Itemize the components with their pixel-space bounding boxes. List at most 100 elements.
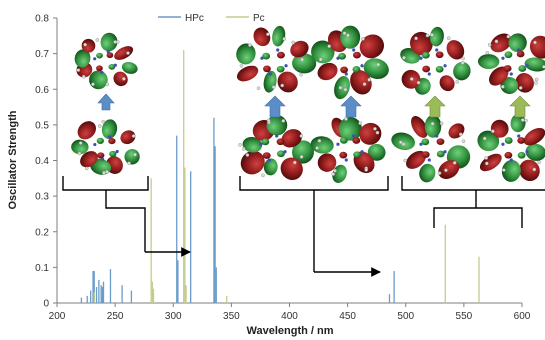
orbital-lobe	[503, 65, 512, 72]
atom-h	[101, 119, 106, 124]
atom-h	[455, 80, 460, 84]
orbital-lobe	[242, 137, 263, 153]
orbital-lobe	[435, 65, 444, 73]
atom-n	[419, 56, 423, 60]
atom-h	[446, 36, 451, 41]
orbital-lobe	[277, 150, 285, 158]
orbital-lobe	[519, 159, 540, 182]
orbital-lobe	[419, 163, 436, 183]
orbital-pc-homo-2	[477, 113, 545, 182]
atom-h	[344, 117, 348, 121]
atom-h	[318, 57, 323, 62]
bracket-pc-right-bottom	[433, 207, 523, 228]
orbital-lobe	[253, 27, 271, 47]
orbital-lobe	[490, 119, 509, 138]
x-tick-label: 450	[339, 311, 356, 322]
atom-n	[344, 72, 348, 76]
atom-h	[343, 87, 348, 92]
blue-up-arrow-3	[340, 95, 362, 118]
orbital-hpc-lumo-3	[311, 25, 389, 100]
atom-h	[266, 118, 271, 123]
atom-n	[435, 134, 439, 138]
atom-h	[83, 42, 87, 47]
orbital-lobe	[353, 151, 362, 159]
atom-n	[115, 149, 119, 154]
atom-n	[275, 134, 279, 138]
orbital-lobe	[421, 51, 430, 59]
atom-h	[77, 151, 82, 156]
orbital-lobe	[120, 130, 136, 145]
atom-n	[525, 150, 529, 154]
y-axis-title: Oscillator Strength	[7, 110, 19, 209]
orbital-lobe	[490, 33, 512, 53]
orbital-lobe	[477, 54, 500, 69]
atom-h	[524, 118, 528, 123]
orbital-lobe	[352, 66, 361, 73]
atom-h	[266, 32, 270, 37]
orbital-lobe	[524, 57, 545, 72]
orbital-lobe	[504, 51, 513, 59]
orbital-lobe	[263, 158, 278, 176]
orbital-lobe	[367, 143, 386, 161]
orbital-lobe	[350, 70, 372, 95]
orbital-lobe	[439, 75, 455, 92]
atom-h	[331, 172, 336, 176]
y-tick-label: 0.8	[35, 14, 49, 25]
orbital-lobe	[477, 130, 500, 152]
atom-h	[239, 64, 244, 68]
atom-h	[501, 84, 505, 89]
atom-h	[76, 68, 81, 72]
bracket-pc-right-top	[401, 176, 545, 208]
orbital-lobe	[262, 52, 271, 60]
orbital-lobe	[436, 150, 445, 158]
axes: 200 250 300 350 400 450 500 550 600 0 0.1 0.2 0.3 0.…	[7, 14, 531, 338]
atom-n	[443, 64, 447, 68]
atom-h	[487, 43, 492, 47]
atom-h	[460, 61, 465, 65]
orbital-lobe	[359, 34, 384, 59]
orbital-lobe	[121, 61, 138, 74]
bracket-hpc-left	[62, 176, 149, 252]
orbital-lobe	[276, 138, 285, 146]
atom-n	[93, 142, 97, 147]
orbital-lobe	[292, 53, 317, 74]
atom-h	[241, 147, 246, 151]
orbital-lobe	[435, 51, 444, 59]
orbital-lobe	[406, 150, 427, 169]
atom-h	[461, 139, 466, 144]
green-up-arrow-1	[424, 95, 446, 118]
atom-h	[91, 82, 95, 87]
atom-h	[437, 171, 442, 175]
orbital-lobe	[236, 65, 259, 82]
series-pc	[93, 50, 480, 303]
x-tick-label: 350	[223, 311, 240, 322]
atom-h	[346, 33, 350, 38]
orbital-lobe	[277, 71, 298, 93]
atom-h	[482, 136, 487, 141]
atom-h	[409, 77, 414, 81]
atom-h	[542, 65, 545, 69]
orbital-hpc-lumo-1	[74, 32, 138, 90]
orbital-lobe	[525, 143, 545, 161]
x-tick-label: 400	[281, 311, 298, 322]
atom-h	[367, 77, 371, 82]
y-tick-label: 0.1	[35, 263, 49, 274]
orbital-lobe	[489, 66, 509, 86]
atom-h	[491, 129, 495, 134]
legend: HPc Pc	[158, 13, 265, 24]
atom-h	[532, 167, 537, 172]
atom-h	[317, 139, 322, 143]
atom-h	[281, 119, 286, 123]
atom-h	[534, 81, 538, 85]
orbital-lobe	[261, 138, 270, 146]
atom-h	[81, 74, 86, 79]
atom-h	[439, 121, 444, 126]
atom-h	[373, 127, 377, 131]
x-ticks: 200 250 300 350 400 450 500 550 600	[49, 303, 531, 322]
plot-area	[80, 50, 480, 303]
atom-h	[430, 121, 435, 126]
series-hpc	[80, 117, 395, 303]
orbital-pc-homo-1	[391, 114, 471, 183]
atom-h	[338, 85, 343, 90]
atom-n	[509, 158, 513, 162]
